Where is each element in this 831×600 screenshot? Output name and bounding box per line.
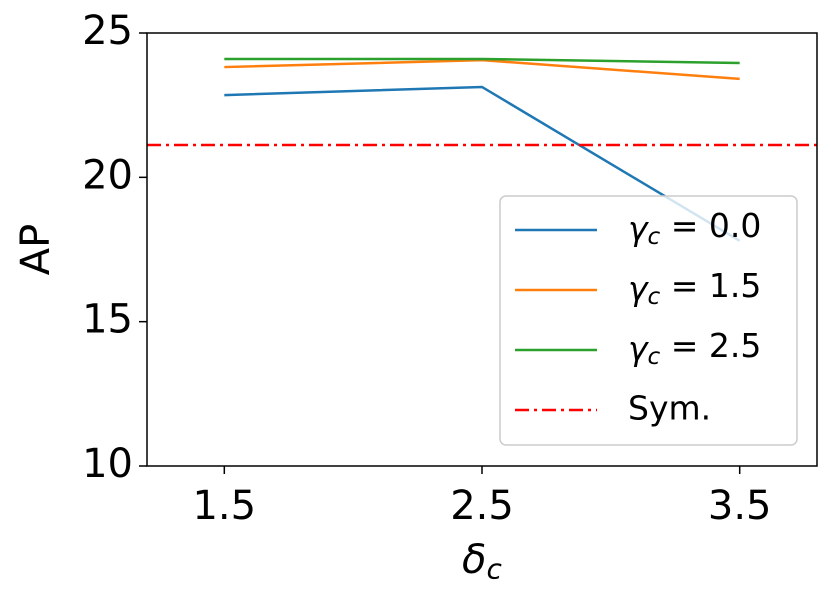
legend-box bbox=[499, 195, 798, 446]
y-tick-label: 25 bbox=[82, 8, 133, 54]
y-tick-label: 15 bbox=[82, 297, 133, 343]
axes-frame bbox=[146, 32, 818, 467]
legend-label: γc = 2.5 bbox=[628, 326, 761, 370]
series-line bbox=[224, 85, 741, 242]
x-tick-label: 3.5 bbox=[708, 483, 772, 529]
y-tick-label: 10 bbox=[82, 441, 133, 487]
legend-label: γc = 1.5 bbox=[628, 266, 761, 310]
x-tick-label: 2.5 bbox=[450, 483, 514, 529]
x-tick-label: 1.5 bbox=[192, 483, 256, 529]
legend-label: γc = 0.0 bbox=[628, 206, 761, 250]
y-tick-label: 20 bbox=[82, 152, 133, 198]
legend-label: Sym. bbox=[628, 389, 711, 428]
x-axis-label: δc bbox=[462, 537, 502, 585]
series-line bbox=[224, 57, 740, 65]
y-axis-label: AP bbox=[13, 224, 59, 275]
legend: γc = 0.0 γc = 1.5 γc = 2.5 Sym. bbox=[499, 195, 798, 446]
